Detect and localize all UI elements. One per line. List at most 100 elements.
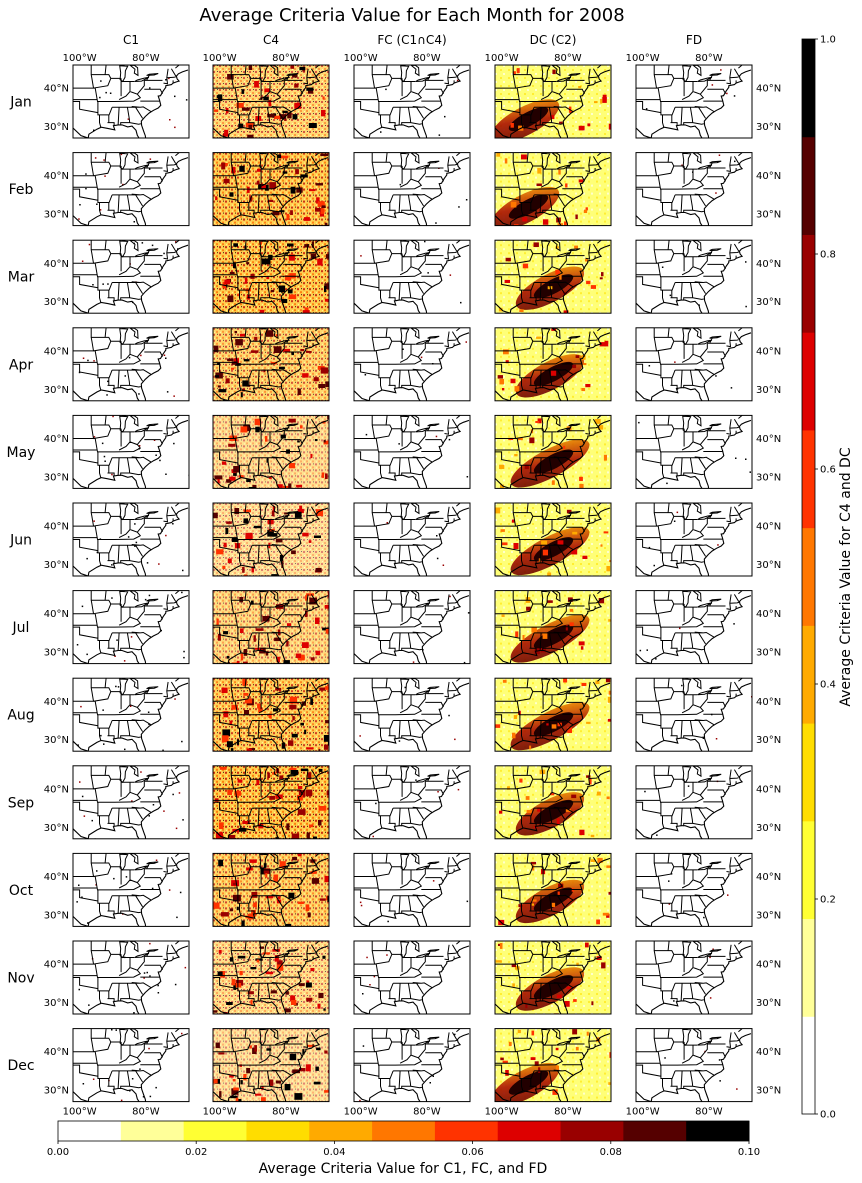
sparse-cell (733, 95, 736, 97)
dc-cell (504, 158, 508, 164)
dc-cell (608, 690, 611, 695)
great-lakes (400, 941, 440, 959)
c4-cell (248, 748, 255, 751)
sparse-cell (466, 476, 469, 478)
c4-cell (294, 511, 302, 518)
c4-cell (243, 359, 250, 362)
dc-cell (495, 960, 502, 963)
c4-cell (226, 521, 232, 524)
colorbar-right-segment (802, 429, 815, 529)
c4-cell (213, 1010, 218, 1013)
sparse-cell (163, 252, 165, 255)
coastline (354, 682, 470, 752)
c4-cell (250, 999, 253, 1005)
sparse-cell (359, 901, 362, 904)
lon-tick-label-bottom: 100°W (63, 1107, 97, 1118)
c4-cell (239, 628, 244, 633)
sparse-cell (158, 563, 160, 565)
sparse-cell (718, 1059, 721, 1061)
c4-cell (215, 196, 218, 201)
sparse-cell (712, 948, 714, 950)
c4-cell (279, 775, 284, 779)
dc-cell (529, 437, 535, 444)
dc-cell (591, 1001, 594, 1006)
dc-cell (575, 355, 580, 358)
lat-tick-label: 40°N (756, 434, 781, 445)
dc-cell (597, 425, 604, 430)
dc-cell (559, 274, 562, 280)
colorbar-bottom-segment (246, 1121, 310, 1141)
sparse-cell (103, 159, 105, 161)
c4-cell (314, 439, 318, 441)
sparse-cell (735, 457, 737, 459)
lat-tick-label: 30°N (44, 735, 69, 746)
map-panel (212, 414, 330, 489)
sparse-cell (151, 244, 154, 247)
c4-cell (327, 740, 329, 746)
sparse-cell (364, 374, 367, 376)
sparse-cell (387, 920, 389, 923)
c4-cell (267, 113, 275, 118)
dc-cell (571, 549, 578, 555)
coastline (213, 69, 329, 138)
c4-cell (315, 183, 323, 186)
sparse-cell (81, 260, 84, 262)
c4-cell (221, 461, 227, 465)
dc-cell (546, 723, 549, 726)
c4-cell (272, 211, 280, 216)
c4-cell (246, 262, 250, 265)
state-borders (73, 415, 180, 478)
coastline (636, 770, 752, 839)
c4-cell (247, 991, 254, 995)
c4-cell (253, 635, 256, 642)
sparse-cell (172, 523, 174, 525)
c4-cell (290, 210, 293, 215)
column-labels: C1 C4 FC (C1∩C4) DC (C2) FD (123, 33, 702, 47)
c4-cell (282, 110, 288, 114)
dc-cell (607, 696, 611, 703)
sparse-cell (669, 294, 672, 297)
coastline (495, 595, 611, 664)
c4-cell (220, 912, 229, 917)
sparse-cell (673, 1000, 675, 1002)
state-borders (636, 152, 743, 215)
lat-tick-label: 40°N (44, 697, 69, 708)
dc-cell (606, 865, 611, 868)
state-borders (73, 765, 180, 829)
c4-cell (231, 704, 238, 710)
sparse-cell (415, 779, 417, 781)
sparse-cell (435, 435, 438, 438)
map-panel: 40°N 30°N (635, 502, 781, 577)
coastline (495, 770, 611, 839)
c4-cell (320, 208, 325, 214)
lat-tick-label: 30°N (44, 1086, 69, 1097)
dc-cell (530, 1057, 536, 1060)
sparse-cell (172, 793, 174, 796)
c4-cell (292, 114, 298, 120)
sparse-cell (362, 993, 364, 995)
c4-cell (297, 440, 300, 443)
c4-cell (297, 388, 301, 395)
dc-cell (585, 259, 589, 262)
dc-cell (514, 386, 520, 392)
colorbar-bottom-segment (686, 1121, 750, 1141)
dc-core (508, 194, 549, 219)
dc-cell (585, 384, 591, 388)
c4-cell (226, 479, 230, 483)
c4-cell (241, 89, 245, 94)
sparse-cell (155, 454, 157, 456)
sparse-cell (360, 904, 363, 907)
panel-frame (72, 677, 190, 752)
map-panel (353, 852, 471, 927)
c4-cell (255, 426, 260, 433)
panel-frame (212, 502, 330, 577)
c4-cell (240, 392, 243, 398)
map-panel (494, 414, 612, 489)
colorbar-bottom: 0.00 0.02 0.04 0.06 0.08 0.10 (47, 1120, 760, 1158)
state-borders (495, 941, 602, 1004)
column-label: C1 (123, 33, 139, 47)
c4-cell (248, 487, 256, 489)
dc-cell (579, 483, 584, 489)
great-lakes (682, 1028, 722, 1046)
dc-cell (604, 340, 609, 347)
